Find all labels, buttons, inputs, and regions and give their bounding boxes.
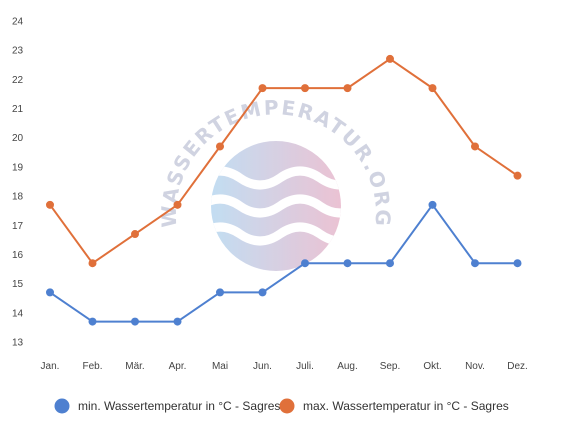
- data-point[interactable]: [258, 84, 267, 93]
- legend-item-min[interactable]: min. Wassertemperatur in °C - Sagres: [54, 398, 281, 414]
- series-line: [49, 203, 518, 323]
- y-axis-ticks: 24 23 22 21 20 19 18 17 16 15 14 13: [12, 17, 24, 349]
- x-tick-label: Jun.: [253, 361, 272, 372]
- data-point[interactable]: [386, 54, 394, 63]
- x-tick-label: Juli.: [296, 361, 314, 372]
- y-tick-label: 21: [12, 104, 24, 115]
- legend-marker: [279, 398, 295, 414]
- x-tick-label: Mai: [212, 361, 228, 372]
- data-point[interactable]: [131, 317, 139, 326]
- x-tick-label: Aug.: [337, 361, 358, 372]
- data-point[interactable]: [471, 259, 479, 268]
- data-point[interactable]: [173, 200, 182, 209]
- data-point[interactable]: [173, 317, 182, 326]
- y-tick-label: 20: [12, 133, 24, 144]
- data-point[interactable]: [343, 259, 352, 268]
- data-point[interactable]: [513, 171, 522, 180]
- data-point[interactable]: [46, 288, 54, 297]
- data-point[interactable]: [428, 200, 437, 209]
- y-tick-label: 15: [12, 279, 24, 290]
- series-line: [49, 57, 519, 265]
- y-tick-label: 16: [12, 250, 24, 261]
- watermark-wave-2: [211, 194, 341, 218]
- data-point[interactable]: [88, 259, 97, 268]
- x-tick-label: Okt.: [423, 361, 441, 372]
- data-point[interactable]: [471, 142, 479, 151]
- legend-marker: [54, 398, 70, 414]
- legend: min. Wassertemperatur in °C - Sagres max.…: [54, 398, 509, 414]
- y-tick-label: 23: [12, 46, 24, 57]
- data-point[interactable]: [301, 259, 309, 268]
- watermark-wave-1: [211, 166, 341, 190]
- y-tick-label: 14: [12, 308, 24, 319]
- data-point[interactable]: [343, 84, 352, 93]
- series-layer: [46, 54, 522, 326]
- data-point[interactable]: [131, 230, 139, 239]
- data-point[interactable]: [386, 259, 394, 268]
- x-tick-label: Sep.: [380, 361, 401, 372]
- data-point[interactable]: [88, 317, 97, 326]
- x-tick-label: Dez.: [507, 361, 528, 372]
- x-axis-ticks: Jan. Feb. Mär. Apr. Mai Jun. Juli. Aug. Sep. Okt.…: [41, 361, 528, 372]
- data-point[interactable]: [258, 288, 267, 297]
- data-point[interactable]: [216, 142, 224, 151]
- y-tick-label: 18: [12, 192, 24, 203]
- data-point[interactable]: [428, 84, 437, 93]
- x-tick-label: Nov.: [465, 361, 485, 372]
- data-point[interactable]: [513, 259, 522, 268]
- legend-label: max. Wassertemperatur in °C - Sagres: [303, 399, 509, 413]
- y-tick-label: 24: [12, 17, 24, 28]
- y-tick-label: 13: [12, 338, 24, 349]
- y-tick-label: 17: [12, 221, 24, 232]
- legend-label: min. Wassertemperatur in °C - Sagres: [78, 399, 280, 413]
- series-max: [46, 54, 522, 268]
- data-point[interactable]: [216, 288, 224, 297]
- x-tick-label: Mär.: [125, 361, 144, 372]
- y-tick-label: 22: [12, 75, 24, 86]
- x-tick-label: Feb.: [82, 361, 102, 372]
- series-min: [46, 200, 522, 326]
- x-tick-label: Apr.: [169, 361, 187, 372]
- legend-item-max[interactable]: max. Wassertemperatur in °C - Sagres: [279, 398, 509, 414]
- y-tick-label: 19: [12, 162, 24, 173]
- data-point[interactable]: [301, 84, 309, 93]
- data-point[interactable]: [46, 200, 54, 209]
- x-tick-label: Jan.: [41, 361, 60, 372]
